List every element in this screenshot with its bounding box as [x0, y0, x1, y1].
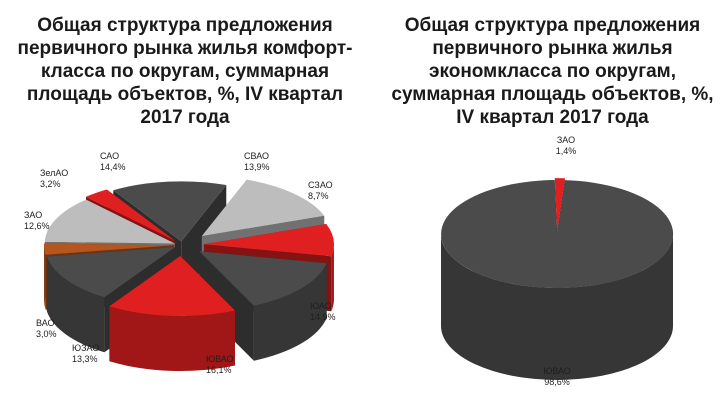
- slice-label-ЗАО: ЗАО: [557, 135, 575, 145]
- chart-title-comfort: Общая структура предложения первичного р…: [17, 15, 353, 128]
- slice-value-ЗелАО: 3,2%: [40, 179, 61, 189]
- slice-value-ЮВАО: 16,1%: [206, 365, 232, 375]
- chart-title-economy: Общая структура предложения первичного р…: [391, 15, 714, 128]
- slice-value-САО: 14,4%: [100, 162, 126, 172]
- slice-value-ЗАО: 1,4%: [556, 146, 577, 156]
- slice-value-ЮЗАО: 13,3%: [72, 354, 98, 364]
- slice-value-ЮАО: 14,9%: [310, 312, 336, 322]
- slice-label-ЗелАО: ЗелАО: [40, 168, 68, 178]
- pie-slice-ЮАО: [199, 251, 327, 361]
- slice-label-ВАО: ВАО: [36, 318, 55, 328]
- slice-value-ЗАО: 12,6%: [24, 221, 50, 231]
- slice-label-ЗАО: ЗАО: [24, 210, 42, 220]
- pie-slice-ЮВАО: [109, 256, 235, 372]
- slice-value-ВАО: 3,0%: [36, 329, 57, 339]
- slice-label-ЮВАО: ЮВАО: [206, 354, 234, 364]
- slice-label-ЮЗАО: ЮЗАО: [72, 343, 99, 353]
- slice-value-ЮВАО: 98,6%: [544, 377, 570, 387]
- slice-value-СЗАО: 8,7%: [308, 191, 329, 201]
- slice-label-ЮВАО: ЮВАО: [543, 366, 571, 376]
- pie-slice-ЮВАО: [441, 180, 674, 380]
- slice-label-СЗАО: СЗАО: [308, 180, 333, 190]
- slice-label-СВАО: СВАО: [244, 151, 269, 161]
- slice-value-СВАО: 13,9%: [244, 162, 270, 172]
- slice-label-ЮАО: ЮАО: [310, 301, 332, 311]
- slice-label-САО: САО: [100, 151, 119, 161]
